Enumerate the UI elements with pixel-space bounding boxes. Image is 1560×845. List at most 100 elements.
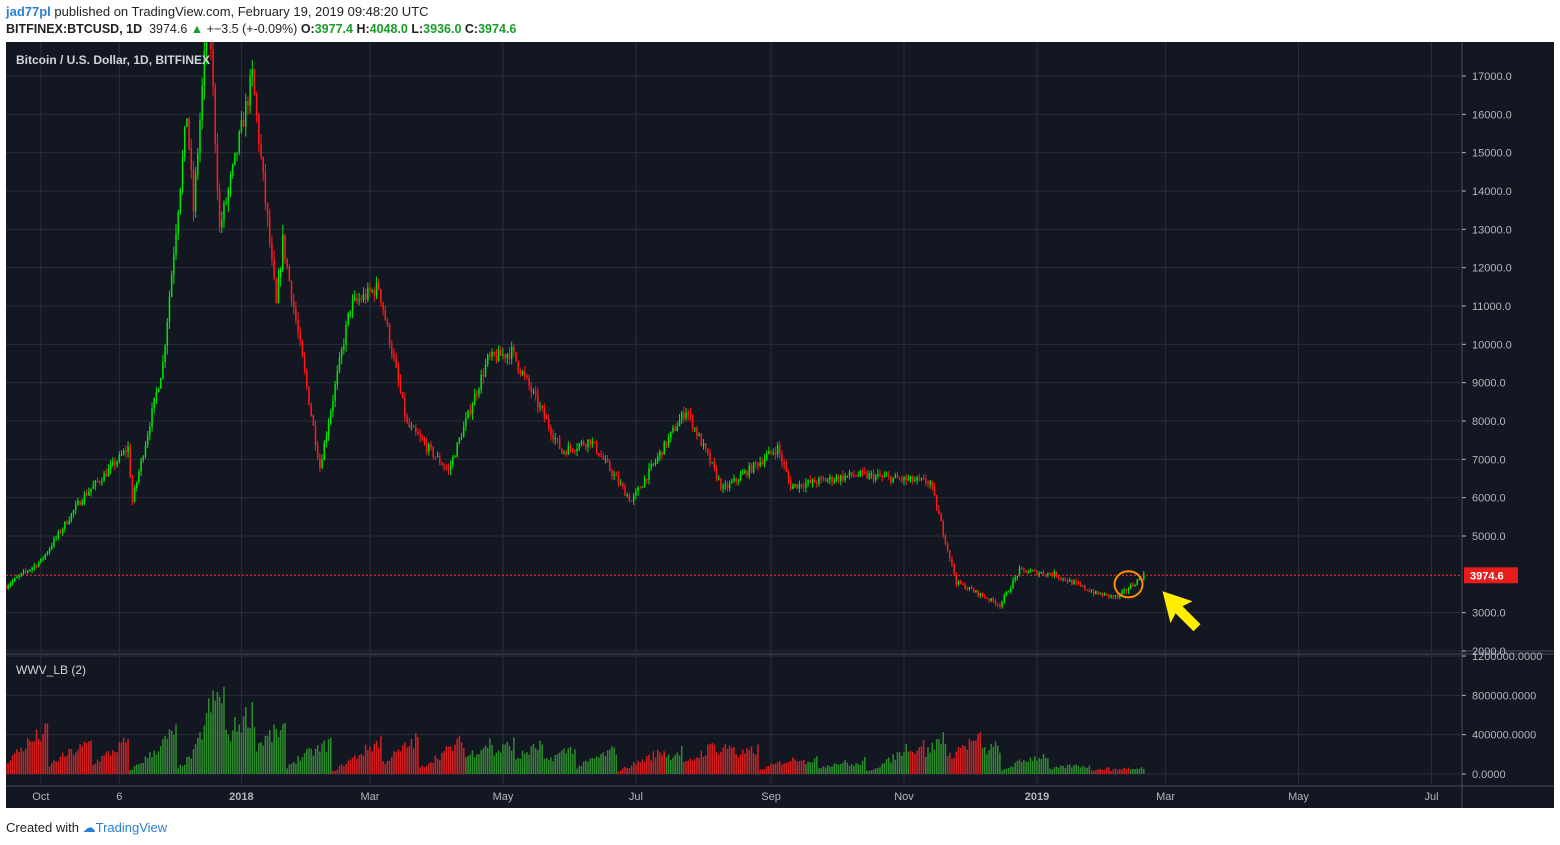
author-link[interactable]: jad77pl: [6, 4, 51, 19]
chart-frame[interactable]: Oct 6 2018 Mar May Jul Sep Nov 2019 Mar May Jul 1700…: [6, 42, 1554, 808]
candle-body: [534, 391, 537, 395]
y-tick-label: 14000.0: [1472, 186, 1512, 198]
volume-bar: [194, 744, 197, 774]
candle-body: [593, 441, 596, 443]
volume-bar: [55, 761, 57, 774]
volume-bar: [674, 754, 676, 774]
volume-bar: [423, 767, 426, 774]
candle-body: [809, 480, 812, 483]
candle-body: [1095, 591, 1097, 595]
candle-body: [772, 452, 774, 454]
tradingview-logo-icon[interactable]: ☁: [82, 820, 96, 835]
publish-info: published on TradingView.com, February 1…: [54, 4, 429, 19]
volume-bar: [27, 738, 29, 774]
candle-body: [6, 585, 7, 589]
volume-bar: [489, 738, 491, 774]
volume-bar: [781, 764, 783, 774]
candle-body: [781, 453, 783, 463]
candle-body: [44, 554, 46, 559]
candle-body: [434, 456, 437, 458]
annotation-arrow-icon: [1162, 591, 1201, 632]
volume-bar: [864, 757, 866, 774]
candle-body: [927, 483, 929, 485]
candle-body: [922, 478, 925, 480]
volume-bar: [11, 755, 14, 774]
candle-body: [369, 287, 371, 292]
candle-body: [796, 484, 798, 489]
candle-body: [765, 454, 768, 460]
tradingview-brand[interactable]: TradingView: [95, 820, 168, 835]
candle-body: [898, 478, 901, 480]
candle-body: [739, 474, 742, 481]
candle-body: [737, 480, 740, 482]
volume-bar: [140, 763, 142, 774]
candle-body: [918, 477, 921, 479]
volume-bar: [238, 724, 240, 774]
volume-bar: [336, 769, 339, 774]
volume-bar: [663, 751, 666, 774]
candle-body: [676, 426, 679, 431]
volume-bar: [796, 761, 798, 774]
candle-body: [438, 456, 441, 463]
volume-bar: [1081, 765, 1084, 774]
candle-body: [240, 119, 243, 132]
volume-bar: [449, 746, 452, 774]
volume-bar: [1018, 759, 1021, 774]
candle-body: [744, 471, 746, 474]
candle-body: [983, 595, 986, 598]
candle-body: [493, 352, 496, 356]
volume-bar: [811, 762, 814, 774]
candle-body: [323, 442, 325, 461]
candle-body: [591, 441, 594, 445]
volume-bar: [903, 751, 905, 774]
y-tick-label: 3000.0: [1472, 608, 1506, 620]
low-value: 3936.0: [423, 22, 462, 36]
candle-body: [994, 601, 997, 605]
volume-bar: [652, 751, 655, 774]
candle-body: [622, 483, 624, 487]
candle-body: [306, 371, 308, 387]
volume-bar: [157, 751, 160, 774]
candle-body: [840, 475, 842, 482]
volume-bar: [1112, 769, 1115, 774]
candle-body: [861, 470, 864, 472]
volume-bar: [445, 746, 448, 774]
volume-bar: [192, 749, 195, 774]
volume-bar: [53, 760, 55, 774]
volume-bar: [667, 754, 670, 774]
candle-body: [22, 571, 25, 574]
volume-bar: [94, 763, 97, 774]
candle-body: [334, 384, 336, 401]
candle-body: [619, 483, 622, 485]
volume-bar: [40, 741, 42, 774]
volume-bar: [1025, 761, 1027, 774]
volume-bar: [654, 757, 657, 774]
volume-bar: [933, 749, 936, 774]
volume-bar: [456, 738, 458, 774]
candle-body: [785, 465, 788, 472]
candle-body: [1136, 579, 1138, 586]
candle-body: [489, 354, 491, 357]
candle-body: [447, 468, 450, 470]
candle-body: [940, 514, 942, 522]
price-chart[interactable]: Oct 6 2018 Mar May Jul Sep Nov 2019 Mar May Jul 1700…: [6, 42, 1554, 808]
low-label: L:: [411, 22, 424, 36]
volume-bar: [892, 754, 894, 774]
volume-bar: [914, 753, 916, 774]
candle-body: [521, 371, 524, 375]
candle-body: [258, 115, 260, 144]
volume-bar: [386, 760, 389, 774]
candle-body: [1031, 570, 1034, 572]
candle-body: [316, 445, 319, 459]
candle-body: [338, 357, 341, 372]
candle-body: [1125, 589, 1128, 591]
candle-body: [757, 463, 759, 467]
volume-bar: [1003, 769, 1006, 774]
candle-body: [1123, 589, 1125, 592]
candle-body: [805, 483, 807, 488]
candle-body: [351, 299, 354, 311]
candle-body: [822, 478, 825, 480]
candle-body: [1121, 591, 1123, 595]
candle-body: [170, 274, 173, 297]
volume-bar: [253, 727, 256, 774]
